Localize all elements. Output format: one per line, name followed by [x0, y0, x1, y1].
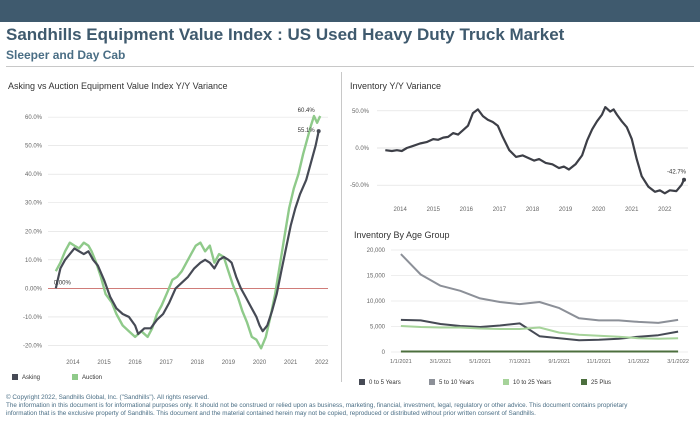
x-tick-label: 2014: [66, 360, 80, 366]
y-tick-label: 50.0%: [25, 144, 43, 150]
legend-swatch: [12, 374, 18, 380]
y-tick-label: 0.0%: [355, 146, 369, 152]
y-tick-label: 20,000: [367, 248, 386, 254]
y-tick-label: -20.0%: [23, 343, 43, 349]
y-tick-label: 0.00%: [25, 286, 43, 292]
x-tick-label: 2019: [559, 207, 573, 213]
copyright-text: © Copyright 2022, Sandhills Global, Inc.…: [6, 394, 210, 401]
y-tick-label: -50.0%: [350, 183, 370, 189]
y-tick-label: 50.0%: [352, 109, 370, 115]
x-tick-label: 2016: [460, 207, 474, 213]
header-bar: [0, 0, 700, 22]
x-tick-label: 11/1/2021: [587, 359, 611, 365]
annotation-zero: 0.00%: [54, 280, 72, 286]
y-tick-label: 60.0%: [25, 115, 43, 121]
series-line-5-to-10-years: [400, 253, 679, 324]
x-tick-label: 2018: [191, 360, 205, 366]
disclaimer-text: The information in this document is for …: [6, 401, 628, 409]
x-tick-label: 2016: [128, 360, 142, 366]
legend-label: 10 to 25 Years: [513, 380, 551, 386]
legend-swatch: [503, 379, 509, 385]
legend-swatch: [72, 374, 78, 380]
x-tick-label: 3/1/2021: [430, 359, 452, 365]
x-tick-label: 2017: [493, 207, 507, 213]
x-tick-label: 2022: [658, 207, 672, 213]
asking-auction-chart: 60.0% 50.0% 40.0% 30.0% 20.0% 10.0% 0.00% -10.0…: [12, 108, 329, 381]
legend-swatch: [429, 379, 435, 385]
x-tick-label: 2019: [222, 360, 236, 366]
page-title: Sandhills Equipment Value Index : US Use…: [6, 25, 565, 44]
legend-swatch: [581, 379, 587, 385]
x-tick-label: 2014: [393, 207, 407, 213]
annotation-auction: 60.4%: [298, 108, 316, 114]
y-tick-label: 20.0%: [25, 229, 43, 235]
series-line-auction: [54, 114, 322, 350]
header-divider: [6, 66, 694, 67]
y-tick-label: -10.0%: [23, 315, 43, 321]
x-tick-label: 2017: [160, 360, 174, 366]
y-tick-label: 10,000: [367, 299, 386, 305]
legend-label: 0 to 5 Years: [369, 380, 401, 386]
x-tick-label: 5/1/2021: [469, 359, 491, 365]
series-line-10-to-25-years: [400, 325, 679, 340]
page-subtitle: Sleeper and Day Cab: [6, 48, 126, 62]
y-tick-label: 0: [382, 350, 386, 356]
legend-label: Asking: [22, 375, 40, 381]
disclaimer-text-2: information that is the exclusive proper…: [6, 409, 536, 417]
series-end-point: [682, 177, 687, 182]
x-tick-label: 2018: [526, 207, 540, 213]
legend-swatch: [359, 379, 365, 385]
y-tick-label: 40.0%: [25, 172, 43, 178]
x-tick-label: 2020: [592, 207, 606, 213]
x-tick-label: 1/1/2022: [628, 359, 650, 365]
legend-label: 5 to 10 Years: [439, 380, 474, 386]
x-tick-label: 2021: [625, 207, 639, 213]
chart2-title: Inventory Y/Y Variance: [350, 81, 442, 91]
y-tick-label: 30.0%: [25, 201, 43, 207]
y-tick-label: 10.0%: [25, 258, 43, 264]
footer: © Copyright 2022, Sandhills Global, Inc.…: [6, 394, 696, 417]
x-tick-label: 2021: [284, 360, 298, 366]
y-tick-label: 15,000: [367, 274, 386, 280]
x-tick-label: 2020: [253, 360, 267, 366]
x-tick-label: 2015: [427, 207, 441, 213]
annotation-inventory: -42.7%: [667, 170, 687, 176]
x-tick-label: 7/1/2021: [509, 359, 531, 365]
inventory-variance-chart: 50.0% 0.0% -50.0% 2014 2015 2016 2017 2018 2019 2…: [350, 106, 688, 213]
chart3-title: Inventory By Age Group: [354, 230, 450, 240]
chart1-title: Asking vs Auction Equipment Value Index …: [8, 81, 228, 91]
x-tick-label: 2022: [315, 360, 329, 366]
legend-label: Auction: [82, 375, 102, 381]
series-line-asking: [54, 130, 320, 336]
legend-label: 25 Plus: [591, 380, 611, 386]
y-tick-label: 5,000: [370, 325, 386, 331]
x-tick-label: 3/1/2022: [667, 359, 689, 365]
inventory-by-age-chart: 20,000 15,000 10,000 5,000 0 1/1/2021 3/1/2021…: [359, 248, 689, 386]
panel-divider: [341, 72, 342, 382]
x-tick-label: 1/1/2021: [390, 359, 412, 365]
x-tick-label: 9/1/2021: [548, 359, 570, 365]
series-line-inventory: [385, 106, 685, 195]
series-end-point: [316, 129, 321, 134]
annotation-asking: 55.1%: [298, 128, 316, 134]
x-tick-label: 2015: [97, 360, 111, 366]
